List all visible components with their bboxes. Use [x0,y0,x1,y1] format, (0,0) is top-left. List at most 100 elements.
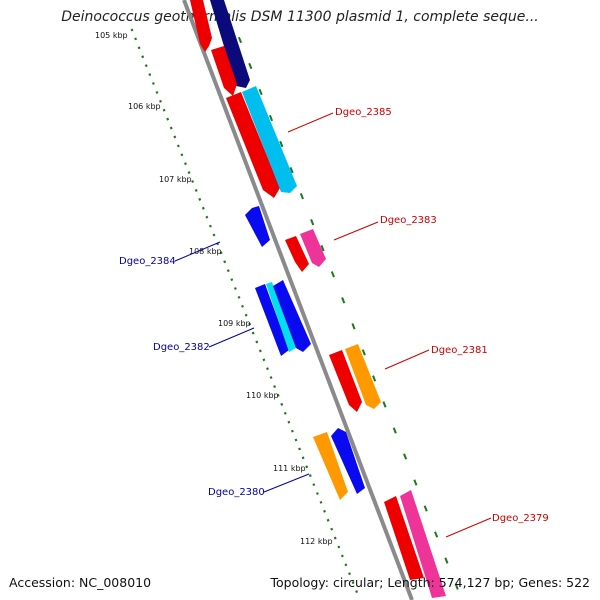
minor-tick [323,509,326,513]
gene-label-lines [174,112,492,538]
minor-tick [280,402,284,406]
minor-tick [144,64,148,68]
gene-label-Dgeo_2383[interactable]: Dgeo_2383 [380,215,437,226]
gene-label-Dgeo_2385[interactable]: Dgeo_2385 [335,107,392,118]
minor-tick [294,438,298,442]
gene-Dgeo_2380[interactable] [313,432,348,500]
major-tick [258,88,263,96]
minor-tick [134,37,138,41]
minor-tick [187,171,191,175]
leader-line [263,473,310,493]
major-tick [299,193,304,200]
gene-Dgeo_2383[interactable] [285,236,309,272]
gene-arrow[interactable] [400,490,446,598]
minor-tick [223,260,227,264]
minor-tick [241,304,244,308]
gene-label-Dgeo_2384[interactable]: Dgeo_2384 [119,256,176,267]
minor-tick [276,394,280,397]
major-tick [382,401,387,408]
minor-tick [162,108,166,112]
tick-label: 105 kbp [95,31,128,40]
tick-label: 112 kbp [300,537,333,546]
major-tick [320,245,325,252]
tick-label: 107 kbp [159,175,192,184]
minor-tick [355,590,359,593]
gene-arrow[interactable] [211,46,237,96]
gene-Dgeo_2381[interactable] [329,350,362,412]
minor-tick [330,527,334,531]
accession-text: Accession: NC_008010 [9,575,152,590]
minor-tick [312,483,316,487]
minor-tick [308,474,312,478]
gene-arrow[interactable] [210,0,250,88]
major-tick [237,36,243,44]
tick-label: 111 kbp [273,464,306,473]
minor-tick [208,224,212,228]
gene-label-Dgeo_2380[interactable]: Dgeo_2380 [208,487,265,498]
minor-tick [326,518,330,522]
tick-label: 109 kbp [218,319,251,328]
major-tick [310,219,315,226]
gene-Dgeo_2379[interactable] [384,496,424,580]
gene-arrow[interactable] [190,0,212,52]
major-tick [454,583,459,590]
gene-features[interactable] [190,0,446,598]
minor-tick [130,28,134,32]
minor-tick [141,55,145,59]
minor-tick [266,367,269,371]
gene-Dgeo_2385[interactable] [226,92,280,198]
minor-tick [333,536,337,540]
sequence-backbone [182,0,414,600]
minor-tick [201,206,205,210]
major-tick [268,114,274,122]
major-tick [279,140,284,148]
minor-tick [298,447,302,451]
minor-tick [169,126,173,130]
minor-tick [137,46,141,50]
minor-tick [290,429,294,433]
major-tick [248,62,253,70]
topology-text: Topology: circular; Length: 574,127 bp; … [270,575,591,590]
minor-tick [351,581,355,585]
major-tick [289,167,294,174]
gene-arrow[interactable] [300,229,326,267]
minor-tick [237,295,241,299]
minor-tick [151,82,155,85]
map-title: Deinococcus geothermalis DSM 11300 plasm… [61,9,539,25]
minor-tick [269,376,273,380]
gene-Dgeo_2382[interactable] [255,284,289,356]
gene-label-Dgeo_2382[interactable]: Dgeo_2382 [153,342,210,353]
major-tick [444,557,449,564]
gene-arrow[interactable] [242,86,297,193]
gene-label-Dgeo_2381[interactable]: Dgeo_2381 [431,345,488,356]
major-tick [351,323,356,330]
scale-track [130,28,359,593]
minor-tick [262,358,266,362]
leader-line [174,241,221,262]
minor-tick [233,287,237,290]
major-tick [361,349,366,356]
gene-arrow[interactable] [331,428,365,494]
major-tick [341,297,346,304]
minor-tick [191,180,195,183]
tick-label: 108 kbp [189,247,222,256]
minor-tick [148,73,152,76]
gene-arrow[interactable] [266,282,296,352]
minor-tick [255,340,259,344]
minor-tick [226,269,230,273]
minor-tick [212,233,216,237]
tick-labels: 105 kbp 106 kbp 107 kbp 108 kbp 109 kbp … [95,31,333,546]
minor-tick [283,411,287,415]
minor-tick [159,99,162,103]
gene-Dgeo_2384[interactable] [245,206,270,247]
minor-tick [319,500,323,504]
gene-label-Dgeo_2379[interactable]: Dgeo_2379 [492,513,549,524]
minor-tick [198,197,202,201]
major-tick [434,531,439,538]
gene-arrow[interactable] [345,344,381,409]
gene-labels[interactable]: Dgeo_2385 Dgeo_2383 Dgeo_2384 Dgeo_2382 … [119,107,549,524]
minor-tick [205,215,209,219]
major-tick [372,375,377,382]
gene-arrow[interactable] [273,280,311,352]
